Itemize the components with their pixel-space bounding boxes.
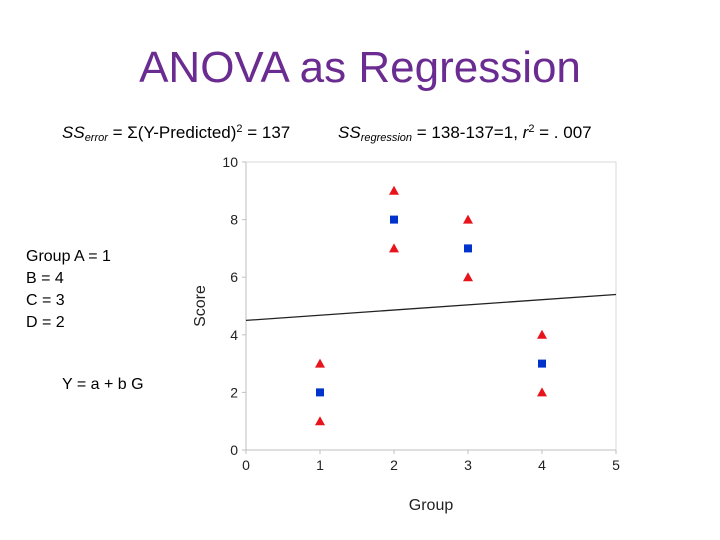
coding-line-a: Group A = 1 [26,248,111,265]
x-tick-label: 3 [464,457,472,473]
ss-error-value: = 137 [242,123,291,142]
ss-error-formula: SSerror = Σ(Y-Predicted)2 = 137 [62,118,290,149]
chart-plot-group: 0 2 4 6 8 10 0 1 2 3 4 5 Group Score [192,154,620,514]
ss-regression-prefix: SS [338,123,361,142]
coding-line-d: D = 2 [26,314,65,331]
ss-regression-expression: = 138-137=1, [412,123,523,142]
x-tick-label: 1 [316,457,324,473]
ss-regression-subscript: regression [360,132,413,144]
y-tick-label: 8 [230,212,238,228]
triangle-point [315,416,325,426]
y-tick-label: 10 [222,154,238,170]
square-point [316,388,324,397]
triangle-point [463,272,473,282]
ss-error-superscript: 2 [236,123,243,135]
y-tick-label: 0 [230,442,238,458]
r-superscript: 2 [528,123,535,135]
square-point [390,215,398,224]
ss-error-prefix: SS [62,123,85,142]
x-tick-label: 4 [538,457,546,473]
regression-line [245,293,617,322]
ss-error-expression: = Σ(Y-Predicted) [107,123,237,142]
triangle-point [389,185,399,195]
x-axis-title: Group [409,497,454,514]
r-symbol: r [522,123,529,142]
triangle-point [537,387,547,397]
x-tick-label: 2 [390,457,398,473]
r-squared-value: = . 007 [534,123,592,142]
plot-frame [245,161,617,451]
group-coding: Group A = 1 B = 4 C = 3 D = 2 [26,246,111,334]
square-point [464,244,472,253]
coding-line-b: B = 4 [26,270,64,287]
ss-regression-formula: SSregression = 138-137=1, r2 = . 007 [338,118,592,149]
triangle-point [463,214,473,224]
ss-error-subscript: error [84,132,108,144]
square-point [538,359,546,368]
y-tick-label: 4 [230,327,238,343]
y-tick-label: 2 [230,384,238,400]
slide-title: ANOVA as Regression [139,43,581,92]
y-axis-title: Score [192,285,209,327]
triangle-point [315,358,325,368]
coding-line-c: C = 3 [26,292,65,309]
regression-model: Y = a + b G [62,376,144,393]
x-tick-label: 0 [242,457,250,473]
triangle-point [389,243,399,253]
x-tick-label: 5 [612,457,620,473]
triangle-point [537,329,547,339]
y-tick-label: 6 [230,269,238,285]
